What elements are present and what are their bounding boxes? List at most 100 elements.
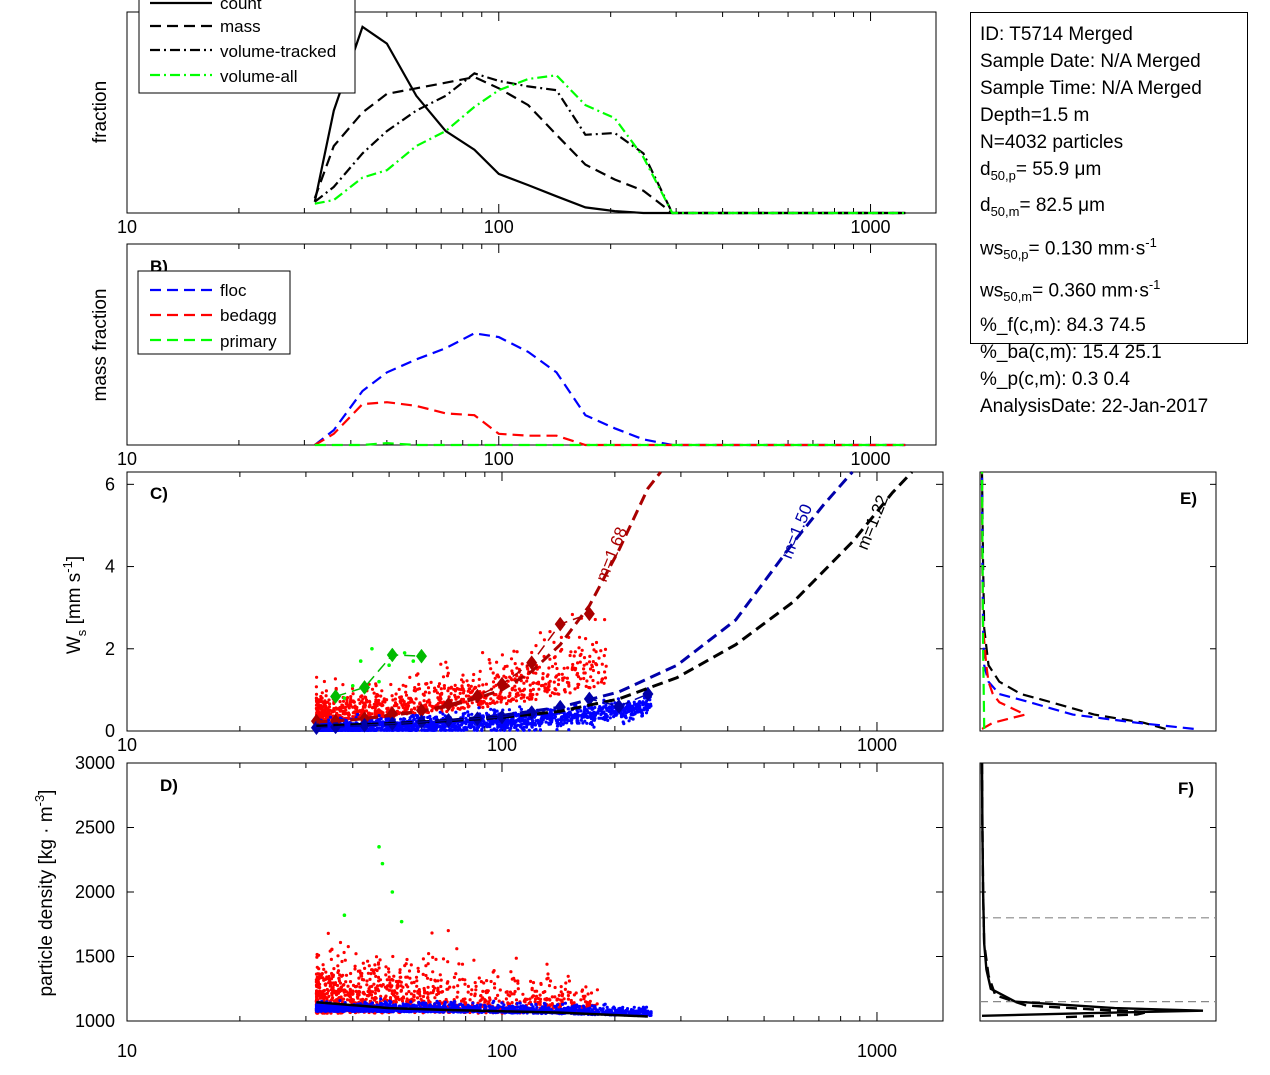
ws-point-bedagg — [324, 689, 328, 693]
density-point-bedagg — [496, 993, 500, 998]
density-point-bedagg — [409, 963, 413, 967]
ws-point-bedagg — [428, 701, 432, 705]
ws-point-bedagg — [361, 697, 365, 701]
density-point-bedagg — [455, 947, 459, 951]
density-point-bedagg — [549, 1003, 553, 1007]
panel-a-xtick-label: 1000 — [851, 217, 891, 237]
density-point-bedagg — [537, 1000, 542, 1005]
ws-point-floc — [503, 728, 507, 732]
ws-point-bedagg — [332, 701, 336, 706]
ws-point-bedagg — [351, 715, 355, 719]
density-point-bedagg — [361, 990, 366, 994]
ws-point-floc — [480, 728, 484, 732]
ws-point-bedagg — [349, 695, 353, 699]
density-point-bedagg — [559, 985, 563, 989]
ws-point-bedagg — [528, 697, 532, 701]
ws-point-bedagg — [495, 660, 499, 664]
density-point-bedagg — [321, 993, 325, 997]
ws-point-floc — [488, 721, 492, 725]
panel-c-ytick-label: 4 — [105, 557, 115, 577]
ws-point-floc — [399, 717, 403, 721]
ws-point-bedagg — [553, 662, 558, 666]
ws-point-bedagg — [372, 705, 376, 709]
ws-point-bedagg — [567, 681, 571, 685]
density-point-bedagg — [566, 997, 571, 1001]
density-point-bedagg — [330, 971, 334, 976]
ws-point-bedagg — [401, 683, 405, 687]
ws-point-bedagg — [559, 635, 564, 640]
ws-point-floc — [470, 712, 474, 716]
panel-b-frame — [126, 243, 937, 446]
density-point-bedagg — [414, 975, 419, 979]
ws-point-bedagg — [407, 696, 411, 700]
ws-point-bedagg — [462, 700, 466, 704]
ws-point-bedagg — [374, 698, 378, 702]
density-point-bedagg — [376, 987, 380, 991]
density-point-bedagg — [335, 983, 340, 988]
ws-point-floc — [613, 709, 617, 714]
density-point-bedagg — [474, 988, 478, 992]
ws-point-bedagg — [345, 696, 350, 700]
ws-point-floc — [612, 715, 616, 719]
density-point-bedagg — [466, 984, 470, 989]
ws-point-floc — [441, 725, 445, 729]
ws-point-floc — [406, 728, 410, 732]
ws-point-floc — [415, 716, 419, 720]
ws-point-floc — [633, 710, 638, 715]
density-point-bedagg — [415, 979, 419, 983]
density-point-bedagg — [458, 978, 462, 982]
density-point-bedagg — [349, 971, 353, 976]
ws-point-bedagg — [552, 640, 556, 645]
density-point-bedagg — [421, 972, 425, 977]
density-point-bedagg — [338, 940, 343, 945]
ws-point-bedagg — [358, 701, 362, 706]
density-point-floc — [388, 1001, 392, 1006]
ws-point-bedagg — [353, 704, 357, 708]
density-point-bedagg — [332, 967, 336, 971]
density-point-bedagg — [362, 978, 366, 982]
density-point-bedagg — [332, 983, 336, 987]
density-point-bedagg — [416, 969, 421, 974]
density-point-bedagg — [382, 997, 387, 1001]
ws-point-floc — [451, 728, 455, 732]
density-point-bedagg — [399, 989, 403, 993]
density-point-floc — [433, 1002, 437, 1006]
density-point-bedagg — [338, 973, 342, 977]
density-point-bedagg — [506, 1001, 510, 1005]
ws-point-floc — [428, 714, 432, 718]
density-point-bedagg — [386, 967, 391, 971]
ws-point-bedagg — [315, 675, 319, 679]
density-point-bedagg — [315, 995, 319, 999]
panel-b-xtick-label: 100 — [484, 449, 514, 469]
ws-point-bedagg — [487, 658, 491, 662]
ws-point-bedagg — [535, 692, 539, 696]
ws-point-floc — [536, 719, 541, 723]
ws-point-floc — [403, 724, 407, 728]
density-point-bedagg — [455, 995, 459, 999]
ws-point-floc — [466, 714, 470, 718]
density-point-bedagg — [342, 950, 346, 955]
ws-point-bedagg — [579, 677, 583, 681]
ws-point-bedagg — [456, 695, 460, 699]
ws-point-floc — [370, 726, 374, 730]
ws-point-bedagg — [545, 690, 549, 694]
ws-point-floc — [526, 717, 530, 721]
ws-point-bedagg — [481, 683, 485, 687]
ws-point-floc — [632, 702, 637, 706]
density-point-bedagg — [363, 966, 367, 971]
ws-point-bedagg — [592, 685, 596, 689]
density-point-bedagg — [426, 992, 430, 996]
ws-point-floc — [548, 714, 552, 718]
ws-point-floc — [583, 715, 587, 719]
density-point-bedagg — [452, 975, 456, 980]
ws-point-bedagg — [560, 647, 564, 652]
ws-point-floc — [427, 723, 431, 728]
ws-point-floc — [539, 722, 543, 726]
density-point-bedagg — [361, 961, 365, 965]
ws-point-bedagg — [328, 702, 332, 706]
density-point-floc — [632, 1005, 636, 1009]
ws-point-floc — [491, 719, 495, 723]
density-point-bedagg — [422, 989, 427, 993]
density-point-bedagg — [514, 998, 519, 1002]
